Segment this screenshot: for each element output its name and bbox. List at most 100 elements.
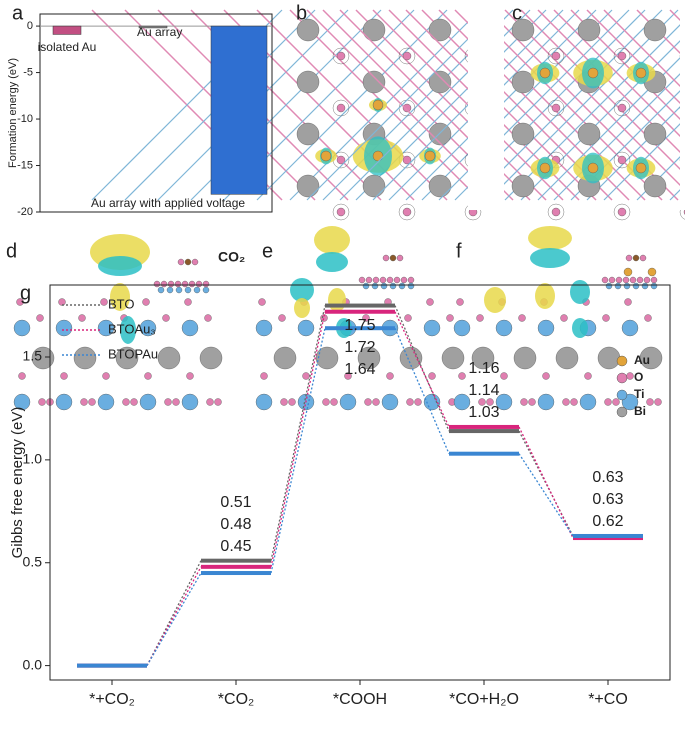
atom [296,174,320,198]
atom [402,155,412,165]
atom [632,282,640,290]
density [535,283,555,309]
density [328,288,346,312]
value-label: 0.48 [220,516,251,533]
atom [332,203,350,221]
atom [426,298,434,306]
atom [551,103,561,113]
atom [181,280,189,288]
atom [547,99,565,117]
density [528,226,572,250]
atom [157,286,165,294]
atom [542,372,550,380]
atom [428,70,452,94]
atom [139,393,157,411]
atom [404,314,412,322]
atom [402,51,412,61]
atom [174,280,182,288]
atom [371,282,379,290]
atom [407,282,415,290]
atom [186,372,194,380]
atom [398,203,416,221]
atom [577,18,601,42]
atom [428,18,452,42]
atom [13,393,31,411]
legend-atom [616,372,628,384]
atom [577,122,601,146]
level-bar [325,309,395,314]
connector [394,305,450,432]
atom [617,103,627,113]
atom [357,346,381,370]
mask [468,0,504,210]
atom [562,398,570,406]
atom [97,393,115,411]
atom [650,282,658,290]
atom [336,155,346,165]
atom [362,282,370,290]
value-label: 1.14 [468,382,499,399]
bond [421,9,613,201]
y-tick-label: -5 [23,66,33,78]
atom [547,203,565,221]
atom [302,372,310,380]
atom [202,286,210,294]
level-bar [449,429,519,434]
atom [511,122,535,146]
atom [372,99,384,111]
atom [344,372,352,380]
atom [623,267,633,277]
legend-label: BTO [108,296,135,311]
atom [273,346,297,370]
atom [402,207,412,217]
atom [495,319,513,337]
density [484,287,506,313]
atom [73,346,97,370]
atom [380,282,388,290]
atom [381,393,399,411]
atom [632,254,640,262]
atom [184,258,192,266]
atom [644,314,652,322]
atom [643,276,651,284]
atom [379,276,387,284]
density [570,280,590,304]
connector [270,311,326,567]
atom [396,254,404,262]
atom [255,393,273,411]
atom [629,276,637,284]
atom [612,398,620,406]
atom [115,346,139,370]
atom [320,150,332,162]
atom [551,51,561,61]
value-label: 1.75 [344,317,375,334]
atom [647,267,657,277]
density [572,318,588,338]
atom [260,372,268,380]
atom [613,47,631,65]
value-label: 1.03 [468,404,499,421]
plot-frame [39,13,273,213]
connector [394,311,450,428]
atom [160,280,168,288]
value-label: 0.63 [592,469,623,486]
value-label: 1.16 [468,360,499,377]
atom [358,276,366,284]
atom [399,346,423,370]
atom [537,319,555,337]
atom [175,286,183,294]
atom [560,314,568,322]
density [316,252,348,272]
y-tick-label: -15 [17,159,33,171]
atom [38,398,46,406]
atom [646,398,654,406]
legend-atom [616,389,628,401]
atom [597,346,621,370]
level-bar [201,564,271,569]
legend-label: BTOPAu [108,346,158,361]
atom [60,372,68,380]
atom [13,319,31,337]
atom [144,372,152,380]
atom [476,314,484,322]
bond [636,9,685,60]
